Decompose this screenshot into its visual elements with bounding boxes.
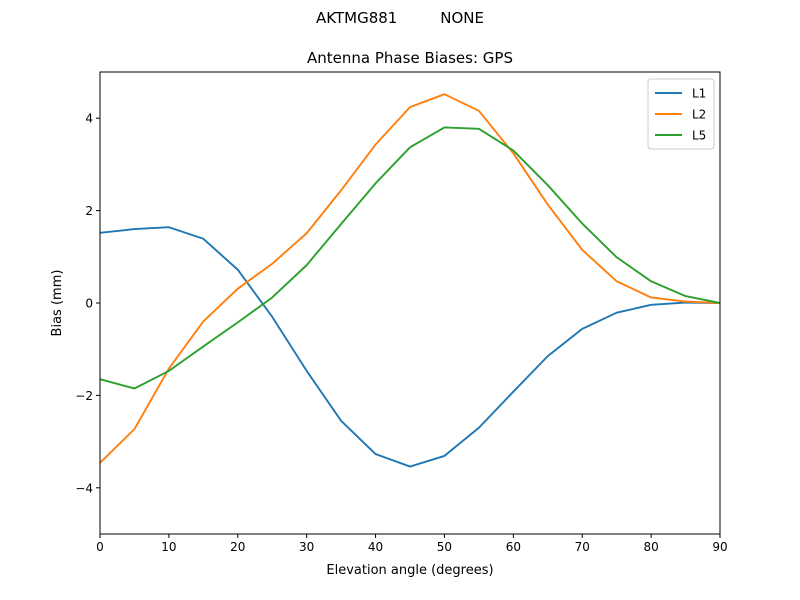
x-tick-label: 90 [712,540,727,554]
y-axis-label: Bias (mm) [50,270,65,337]
y-tick-label: −2 [75,389,93,403]
chart-title: Antenna Phase Biases: GPS [307,49,513,67]
plot-frame [99,71,721,535]
x-tick-label: 10 [161,540,176,554]
legend-label-l1: L1 [692,87,706,101]
x-tick-label: 30 [299,540,314,554]
y-tick-label: 2 [85,204,93,218]
series-line-l1 [100,226,720,468]
legend-label-l2: L2 [692,108,706,122]
y-tick-label: 4 [85,112,93,126]
figure-suptitle: AKTMG881 NONE [316,9,484,27]
x-tick-label: 80 [643,540,658,554]
y-tick-label: −4 [75,481,93,495]
x-tick-label: 60 [506,540,521,554]
series-line-l2 [100,93,720,465]
series-line-l5 [100,126,720,390]
y-tick-label: 0 [85,297,93,311]
x-tick-label: 0 [96,540,104,554]
x-tick-label: 20 [230,540,245,554]
legend-label-l5: L5 [692,129,706,143]
x-tick-label: 50 [437,540,452,554]
x-tick-label: 40 [368,540,383,554]
x-axis-label: Elevation angle (degrees) [326,563,493,578]
x-tick-label: 70 [575,540,590,554]
